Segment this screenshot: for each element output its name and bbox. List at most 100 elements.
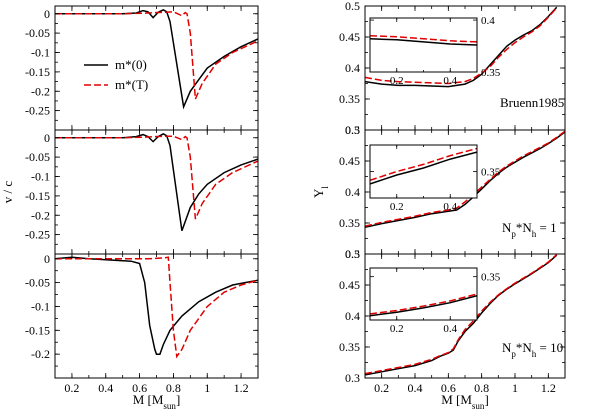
panel-right-bottom: 0.2 0.4 0.6 0.8 1 1.2 0.5 0.45 0.4 0.35 0.3 M [Msun… <box>339 247 566 411</box>
panel-right-bottom-ytick-label: 0.5 <box>345 247 360 261</box>
panel-right-middle-series-mT <box>365 130 565 227</box>
panel-right-middle-ytick-label: 0.35 <box>339 216 360 230</box>
panel-left-middle-lines <box>55 133 258 232</box>
panel-left-top-frame <box>54 5 259 131</box>
panel-left-top-series-mT <box>55 11 258 100</box>
panel-right-bottom-series-mT <box>365 254 558 375</box>
panel-left-bottom-xtick-label: 0.4 <box>98 381 113 395</box>
panel-left-bottom-ytick-label: -0.2 <box>31 347 50 361</box>
panel-left-top-ytick-label: 0 <box>44 7 50 21</box>
panel-left-top: 0 -0.05 -0.1 -0.15 -0.2 -0.25 <box>25 5 259 131</box>
panel-right-top-ytick-label: 0.5 <box>345 0 360 13</box>
panel-right-bottom-ytick-label: 0.45 <box>339 278 360 292</box>
panel-left-top-ytick-label: -0.05 <box>25 26 50 40</box>
legend-dashed-label: m*(T) <box>115 77 148 92</box>
panel-left-top-ytick-label: -0.15 <box>25 65 50 79</box>
panel-right-top-ytick-label: 0.45 <box>339 30 360 44</box>
panel-right-middle-ytick-label: 0.4 <box>345 185 360 199</box>
panel-right-top-annotation: Bruenn1985 <box>500 95 564 110</box>
panel-left-bottom-ytick-label: -0.15 <box>25 323 50 337</box>
panel-right-bottom-xtick-label: 0.2 <box>374 381 389 395</box>
panel-right-top-ytick-label: 0.4 <box>345 61 360 75</box>
panel-right-middle-ytick-label: 0.3 <box>345 247 360 261</box>
panel-right-bottom-inset-series-m0 <box>370 294 477 317</box>
panel-left-middle-series-mT <box>55 135 258 220</box>
panel-left-middle-series-m0 <box>55 133 258 232</box>
panel-right-bottom-ytick-label: 0.4 <box>345 309 360 323</box>
panel-left-bottom-xtick-label: 0.8 <box>166 381 181 395</box>
panel-right-middle-inset-xtick-label: 0.2 <box>390 201 404 213</box>
panel-left-bottom: 0.2 0.4 0.6 0.8 1 1.2 0 -0.05 -0.1 -0.15 -0.2 M [Ms… <box>25 252 259 411</box>
panel-right-bottom-inset-lines <box>370 293 477 317</box>
panel-left-top-ytick-label: -0.25 <box>25 104 50 118</box>
panel-left-middle: 0 -0.05 -0.1 -0.15 -0.2 -0.25 v / c <box>0 129 259 255</box>
panel-left-bottom-lines <box>55 256 258 359</box>
panel-left-bottom-series-m0 <box>55 256 258 355</box>
panel-right-middle-inset-lines <box>370 147 477 185</box>
panel-right-top-lines <box>365 6 558 88</box>
panel-right-middle-inset: 0.2 0.4 0.35 <box>369 144 501 213</box>
panel-right-top-inset-xtick-label: 0.4 <box>443 75 457 87</box>
panel-left-bottom-xtick-label: 1 <box>204 381 210 395</box>
panel-right-top-inset-series-m0 <box>370 38 477 46</box>
panel-right-top-series-mT <box>365 7 558 85</box>
panel-left-bottom-ytick-label: -0.05 <box>25 276 50 290</box>
panel-right-middle-inset-series-mT <box>370 147 477 182</box>
panel-right-top-inset: 0.2 0.4 0.4 0.35 <box>369 15 501 87</box>
panel-left-bottom-frame <box>54 253 259 379</box>
panel-right-top-inset-xtick-label: 0.2 <box>390 75 404 87</box>
panel-right-middle-series-m0 <box>365 131 565 229</box>
panel-right-top: 0.5 0.45 0.4 0.35 0.3 Bruenn1985 0.2 0.4 0.4 0.35 <box>339 0 566 137</box>
panel-left-top-ytick-label: -0.2 <box>31 84 50 98</box>
panel-right-middle-ytick-label: 0.5 <box>345 123 360 137</box>
panel-left-middle-ytick-label: -0.25 <box>25 228 50 242</box>
panel-right-bottom-xtick-label: 1.2 <box>541 381 556 395</box>
panel-left-bottom-xtick-label: 1.2 <box>234 381 249 395</box>
panel-right-middle-ylabel: Yl <box>311 186 330 198</box>
panel-right-middle-annotation: Np*Nh = 1 <box>502 220 557 239</box>
panel-right-bottom-inset-xtick-label: 0.4 <box>443 323 457 335</box>
panel-left-top-series-m0 <box>55 9 258 110</box>
panel-right-middle-inset-xtick-label: 0.4 <box>443 201 457 213</box>
panel-left-bottom-ytick-label: -0.1 <box>31 299 50 313</box>
panel-right-bottom-series-m0 <box>365 254 558 376</box>
panel-right-bottom-inset-series-mT <box>370 293 477 315</box>
panel-left-middle-frame <box>54 129 259 255</box>
panel-right-top-inset-ytick-label: 0.4 <box>481 15 495 27</box>
panel-left-middle-ytick-label: -0.15 <box>25 189 50 203</box>
panel-left-bottom-series-mT <box>55 256 258 359</box>
panel-right-bottom-xtick-label: 0.8 <box>474 381 489 395</box>
panel-left-middle-ylabel: v / c <box>0 181 15 204</box>
panel-right-bottom-lines <box>365 254 558 376</box>
panel-left-top-ytick-label: -0.1 <box>31 46 50 60</box>
panel-right-middle: 0.5 0.45 0.4 0.35 0.3 Yl Np*Nh = 1 0.2 0.4 0.35 <box>311 123 566 261</box>
panel-right-top-inset-series-mT <box>370 34 477 43</box>
panel-left-bottom-xlabel: M [Msun] <box>133 392 181 411</box>
panel-right-bottom-ytick-label: 0.3 <box>345 371 360 385</box>
panel-right-top-ytick-label: 0.3 <box>345 123 360 137</box>
panel-left-middle-ytick-label: 0 <box>44 131 50 145</box>
panel-right-bottom-inset: 0.2 0.4 0.35 <box>369 267 501 335</box>
panel-right-middle-ytick-label: 0.45 <box>339 154 360 168</box>
panel-left-middle-ytick-label: -0.1 <box>31 170 50 184</box>
panel-right-bottom-ytick-label: 0.35 <box>339 340 360 354</box>
panel-right-middle-inset-series-m0 <box>370 151 477 185</box>
panel-left-top-lines <box>55 9 258 110</box>
panel-right-bottom-inset-ytick-label: 0.35 <box>481 272 501 284</box>
panel-left-middle-ytick-label: -0.05 <box>25 150 50 164</box>
panel-right-bottom-xtick-label: 1 <box>512 381 518 395</box>
panel-right-bottom-xtick-label: 0.4 <box>408 381 423 395</box>
panel-right-bottom-annotation: Np*Nh = 10 <box>502 340 563 359</box>
panel-left-bottom-xtick-label: 0.6 <box>132 381 147 395</box>
panel-left-bottom-ytick-label: 0 <box>44 252 50 266</box>
panel-right-top-inset-ytick-label: 0.35 <box>481 67 501 79</box>
panel-right-bottom-xtick-label: 0.6 <box>441 381 456 395</box>
panel-right-bottom-inset-xtick-label: 0.2 <box>390 323 404 335</box>
panel-right-top-ytick-label: 0.35 <box>339 92 360 106</box>
legend-solid-label: m*(0) <box>115 57 147 72</box>
legend: m*(0) m*(T) <box>84 57 148 92</box>
panel-right-top-inset-lines <box>370 34 477 46</box>
panel-right-bottom-xlabel: M [Msun] <box>441 392 489 411</box>
panel-left-middle-ytick-label: -0.2 <box>31 208 50 222</box>
